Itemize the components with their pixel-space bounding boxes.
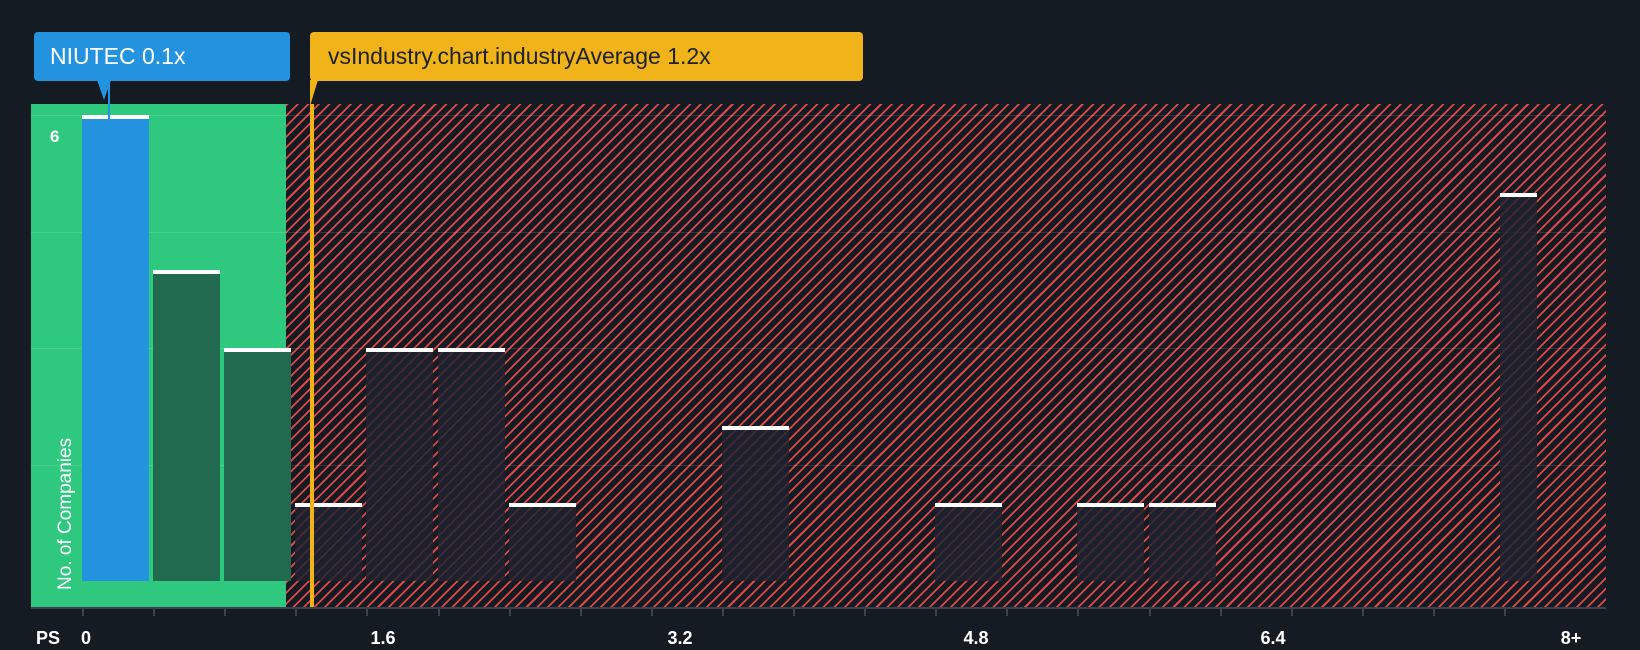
histogram-bar	[1148, 503, 1216, 581]
gridline	[31, 115, 1606, 116]
x-tick	[508, 608, 511, 616]
x-tick-label: 8+	[1560, 628, 1582, 648]
company-callout: NIUTEC 0.1x	[34, 32, 290, 81]
industry-average-callout: vsIndustry.chart.industryAverage 1.2x	[310, 32, 863, 81]
gridline	[31, 348, 1606, 349]
bar-cap	[366, 348, 434, 352]
x-tick	[1432, 608, 1435, 616]
x-tick-label: 3.2	[667, 628, 693, 648]
x-tick	[1361, 608, 1364, 616]
overvalued-zone	[286, 104, 1606, 608]
x-tick	[82, 608, 84, 616]
gridline	[31, 465, 1606, 466]
x-tick	[1219, 608, 1222, 616]
x-tick	[1504, 608, 1506, 616]
x-axis-line	[31, 607, 1606, 609]
bar-cap	[1077, 503, 1145, 508]
x-tick-label: 1.6	[370, 628, 396, 648]
bar-cap	[935, 503, 1003, 508]
x-tick	[366, 608, 369, 616]
industry-average-line	[310, 104, 314, 608]
bar-cap	[82, 114, 149, 119]
bar-cap	[721, 425, 789, 430]
bar-cap	[1500, 192, 1537, 197]
x-tick	[579, 608, 582, 616]
bar-cap	[295, 503, 363, 508]
self-callout-pointer	[97, 80, 111, 100]
x-tick-label: 0	[80, 628, 92, 648]
x-axis-prefix: PS	[36, 628, 61, 648]
chart-plot-area	[31, 104, 1606, 608]
x-tick	[721, 608, 724, 616]
histogram-bar	[366, 348, 434, 581]
x-tick	[295, 608, 298, 616]
histogram-bar	[1500, 192, 1537, 581]
x-tick	[224, 608, 227, 616]
industry-callout-pointer	[310, 80, 318, 106]
x-tick-label: 6.4	[1260, 628, 1286, 648]
histogram-bar	[1077, 503, 1145, 581]
x-tick	[935, 608, 938, 616]
x-tick	[1290, 608, 1293, 616]
histogram-bar	[153, 270, 221, 581]
x-tick	[1148, 608, 1151, 616]
x-tick	[650, 608, 653, 616]
bar-cap	[224, 348, 292, 352]
histogram-bar	[721, 425, 789, 581]
gridline	[31, 232, 1606, 233]
histogram-bar	[224, 348, 292, 581]
x-tick	[793, 608, 795, 616]
self-marker-line	[108, 80, 110, 120]
y-tick-label: 6	[50, 127, 60, 146]
histogram-bar	[935, 503, 1003, 581]
bar-cap	[437, 348, 505, 352]
x-tick	[864, 608, 867, 616]
x-tick	[1006, 608, 1009, 616]
bar-cap	[508, 503, 576, 508]
x-tick	[153, 608, 156, 616]
histogram-bar	[508, 503, 576, 581]
x-tick	[437, 608, 440, 616]
x-tick	[1077, 608, 1080, 616]
bar-cap	[153, 270, 221, 275]
x-tick-label: 4.8	[963, 628, 989, 648]
bar-cap	[1148, 503, 1216, 508]
histogram-bar	[437, 348, 505, 581]
company-bar	[82, 114, 149, 581]
histogram-bar	[295, 503, 363, 581]
y-axis-label: No. of Companies	[55, 437, 76, 590]
